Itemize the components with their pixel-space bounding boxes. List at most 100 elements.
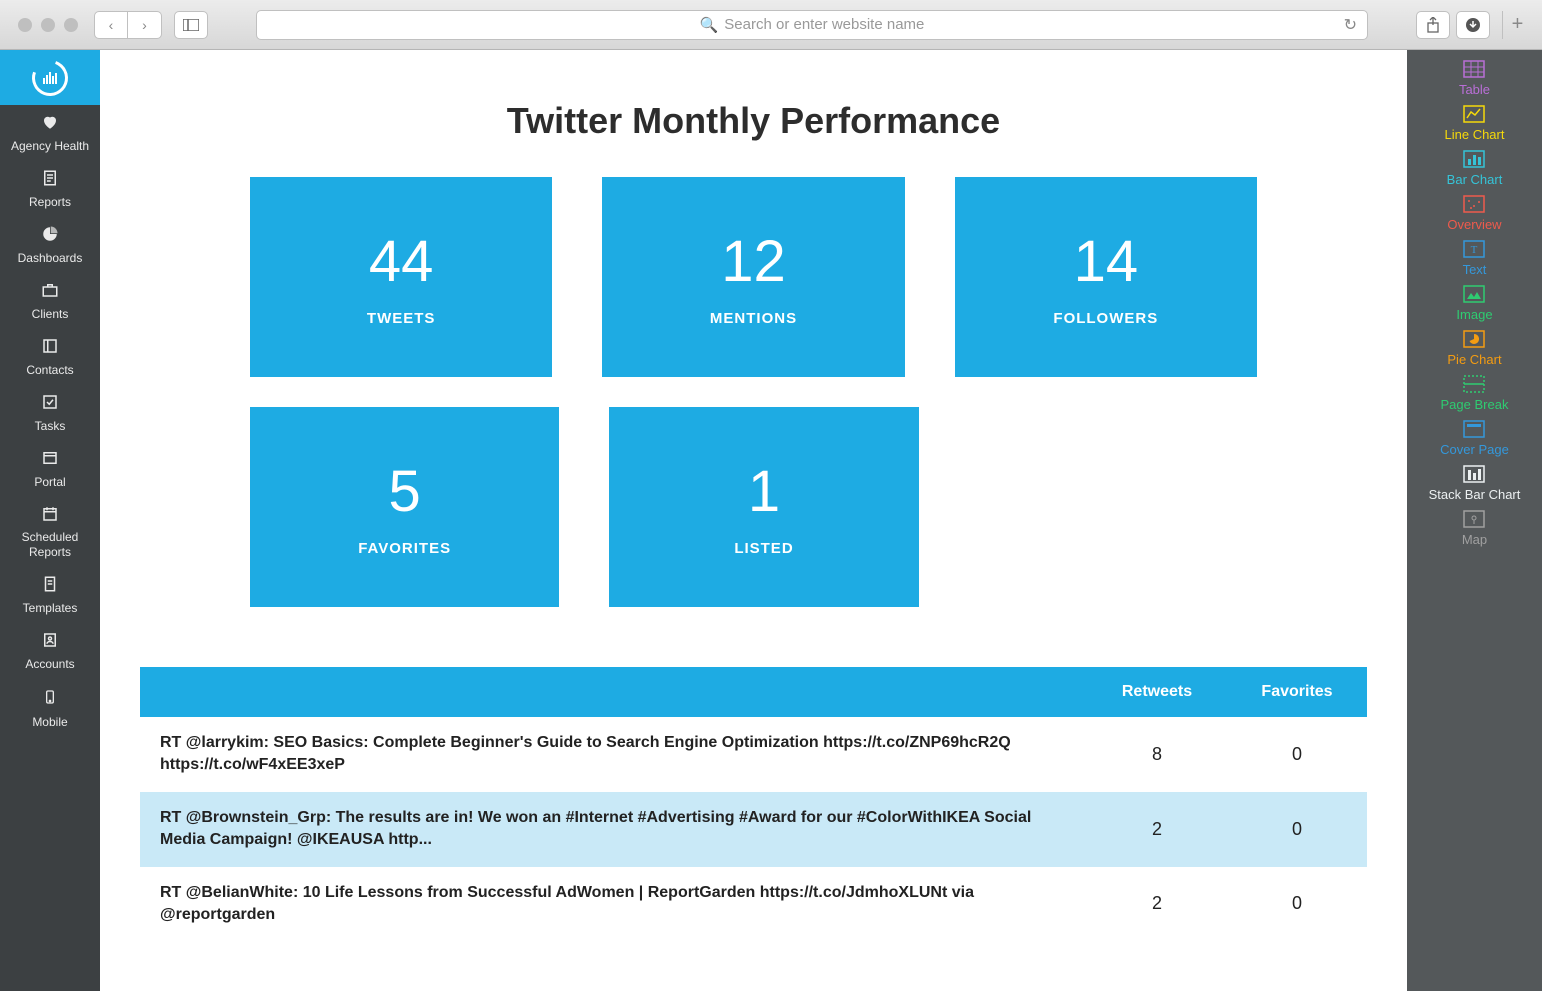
address-bar[interactable]: 🔍 Search or enter website name ↻ [256,10,1368,40]
share-button[interactable] [1416,11,1450,39]
retweets-cell: 2 [1087,867,1227,942]
table-row[interactable]: RT @larrykim: SEO Basics: Complete Begin… [140,717,1367,792]
overview-icon [1461,193,1487,215]
back-button[interactable]: ‹ [94,11,128,39]
widget-image[interactable]: Image [1429,283,1521,322]
app-logo[interactable] [0,50,100,105]
table-row[interactable]: RT @Brownstein_Grp: The results are in! … [140,792,1367,867]
sidebar-item-label: Scheduled Reports [22,530,79,558]
favorites-cell: 0 [1227,867,1367,942]
widget-page-break[interactable]: Page Break [1429,373,1521,412]
sidebar-item-label: Templates [23,601,78,615]
sidebar-item-label: Reports [29,195,71,209]
widget-line-chart[interactable]: Line Chart [1429,103,1521,142]
widget-label: Stack Bar Chart [1429,487,1521,502]
widget-stack-bar-chart[interactable]: Stack Bar Chart [1429,463,1521,502]
widget-bar-chart[interactable]: Bar Chart [1429,148,1521,187]
stat-cards: 44 TWEETS 12 MENTIONS 14 FOLLOWERS 5 FAV… [100,177,1407,607]
sidebar-item-label: Contacts [26,363,73,377]
sidebar-item-reports[interactable]: Reports [0,161,100,217]
widget-cover-page[interactable]: Cover Page [1429,418,1521,457]
retweets-cell: 8 [1087,717,1227,792]
sidebar-item-label: Accounts [25,657,74,671]
stat-card-listed[interactable]: 1 LISTED [609,407,918,607]
address-bar-placeholder: Search or enter website name [724,16,924,33]
app-frame: Agency Health Reports Dashboards Clients Con… [0,50,1542,991]
stat-label: TWEETS [367,310,436,327]
sidebar-item-label: Clients [32,307,69,321]
sidebar-item-scheduled-reports[interactable]: Scheduled Reports [0,497,100,567]
downloads-button[interactable] [1456,11,1490,39]
reload-button[interactable]: ↻ [1344,15,1357,35]
stack-bar-chart-icon [1461,463,1487,485]
browser-toolbar: ‹ › 🔍 Search or enter website name ↻ + [0,0,1542,50]
sidebar-item-clients[interactable]: Clients [0,273,100,329]
sidebar-item-agency-health[interactable]: Agency Health [0,105,100,161]
pie-icon [4,225,96,249]
search-icon: 🔍 [700,16,719,34]
sidebar-item-label: Agency Health [11,139,89,153]
sidebar-item-portal[interactable]: Portal [0,441,100,497]
user-icon [4,631,96,655]
contacts-icon [4,337,96,361]
map-icon [1461,508,1487,530]
tweets-table-container: Retweets Favorites RT @larrykim: SEO Bas… [140,667,1367,941]
heart-icon [4,113,96,137]
stat-value: 14 [1074,228,1139,295]
tweet-text: RT @larrykim: SEO Basics: Complete Begin… [140,717,1087,792]
check-icon [4,393,96,417]
new-tab-button[interactable]: + [1502,11,1532,39]
template-icon [4,575,96,599]
sidebar-toggle-button[interactable] [174,11,208,39]
maximize-window-button[interactable] [64,18,78,32]
favorites-cell: 0 [1227,792,1367,867]
sidebar-item-label: Portal [34,475,65,489]
right-sidebar: Table Line Chart Bar Chart Overview TText Ima… [1407,50,1542,991]
widget-label: Table [1429,82,1521,97]
window-controls [10,18,86,32]
forward-button[interactable]: › [128,11,162,39]
widget-pie-chart[interactable]: Pie Chart [1429,328,1521,367]
pie-chart-icon [1461,328,1487,350]
stat-label: FAVORITES [358,540,451,557]
stat-label: MENTIONS [710,310,797,327]
stat-value: 12 [721,228,786,295]
table-row[interactable]: RT @BelianWhite: 10 Life Lessons from Su… [140,867,1367,942]
sidebar-item-label: Dashboards [18,251,83,265]
sidebar-item-templates[interactable]: Templates [0,567,100,623]
retweets-cell: 2 [1087,792,1227,867]
stat-card-favorites[interactable]: 5 FAVORITES [250,407,559,607]
widget-text[interactable]: TText [1429,238,1521,277]
widget-map[interactable]: Map [1429,508,1521,547]
widget-label: Text [1429,262,1521,277]
briefcase-icon [4,281,96,305]
close-window-button[interactable] [18,18,32,32]
widget-overview[interactable]: Overview [1429,193,1521,232]
widget-table[interactable]: Table [1429,58,1521,97]
widget-label: Line Chart [1429,127,1521,142]
sidebar-item-mobile[interactable]: Mobile [0,679,100,737]
minimize-window-button[interactable] [41,18,55,32]
widget-label: Bar Chart [1429,172,1521,187]
widget-label: Pie Chart [1429,352,1521,367]
sidebar-item-contacts[interactable]: Contacts [0,329,100,385]
stat-label: LISTED [734,540,793,557]
stat-card-tweets[interactable]: 44 TWEETS [250,177,552,377]
sidebar-item-accounts[interactable]: Accounts [0,623,100,679]
page-break-icon [1461,373,1487,395]
table-header-row: Retweets Favorites [140,667,1367,717]
tweets-table: Retweets Favorites RT @larrykim: SEO Bas… [140,667,1367,941]
stat-card-followers[interactable]: 14 FOLLOWERS [955,177,1257,377]
tweet-text: RT @BelianWhite: 10 Life Lessons from Su… [140,867,1087,942]
widget-label: Image [1429,307,1521,322]
cover-page-icon [1461,418,1487,440]
sidebar-item-tasks[interactable]: Tasks [0,385,100,441]
col-favorites: Favorites [1227,667,1367,717]
stat-card-mentions[interactable]: 12 MENTIONS [602,177,904,377]
line-chart-icon [1461,103,1487,125]
stat-value: 1 [748,458,780,525]
sidebar-item-dashboards[interactable]: Dashboards [0,217,100,273]
image-icon [1461,283,1487,305]
doc-icon [4,169,96,193]
share-icon [1426,17,1440,33]
